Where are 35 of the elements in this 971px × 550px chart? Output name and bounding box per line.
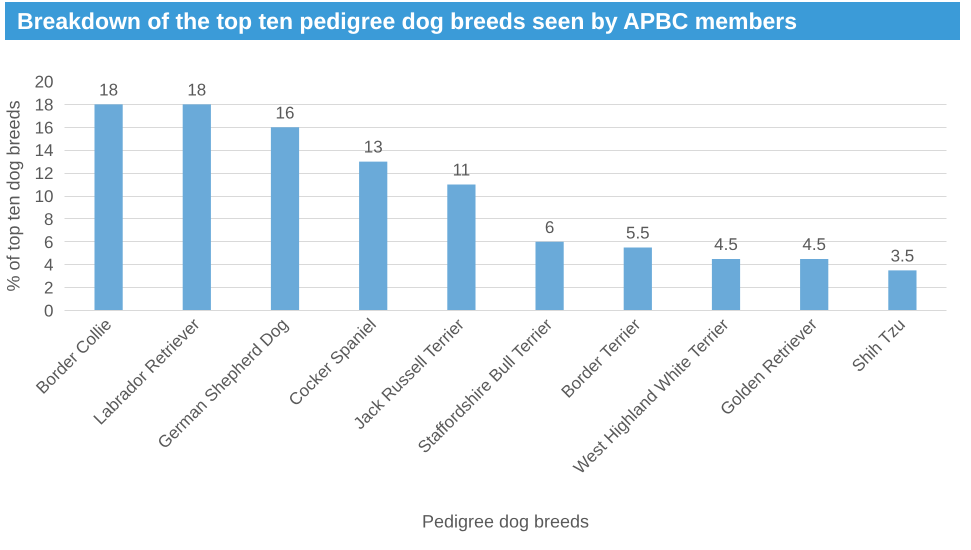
data-label: 5.5 <box>626 224 650 243</box>
bar <box>624 248 652 310</box>
y-tick-label: 20 <box>34 72 54 92</box>
data-label: 3.5 <box>890 246 914 266</box>
data-label: 4.5 <box>714 234 738 254</box>
y-tick-label: 10 <box>34 187 54 206</box>
y-tick-label: 12 <box>34 164 54 184</box>
y-tick-label: 14 <box>34 141 54 160</box>
bar <box>270 127 300 310</box>
data-label: 18 <box>99 80 118 100</box>
bar <box>447 184 476 310</box>
data-label: 4.5 <box>802 234 826 254</box>
y-tick-label: 2 <box>44 278 54 298</box>
data-label: 11 <box>452 160 470 180</box>
y-tick-label: 16 <box>34 118 54 138</box>
bar <box>800 258 828 310</box>
bar <box>182 104 211 310</box>
x-tick-label: Shih Tzu <box>848 315 909 376</box>
bar <box>712 258 740 310</box>
data-label: 18 <box>187 80 206 100</box>
bar <box>359 162 388 310</box>
bar <box>888 270 917 310</box>
data-label: 16 <box>276 103 294 122</box>
bar <box>94 104 123 310</box>
y-tick-label: 6 <box>44 232 54 252</box>
y-axis-title: % of top ten dog breeds <box>4 100 24 292</box>
chart-title: Breakdown of the top ten pedigree dog breeds seen by APBC members <box>17 7 798 35</box>
y-tick-label: 8 <box>44 210 54 229</box>
x-axis-title: Pedigree dog breeds <box>422 511 590 532</box>
y-tick-label: 18 <box>34 95 54 114</box>
data-label: 13 <box>364 138 383 157</box>
y-tick-label: 0 <box>44 302 54 320</box>
bar <box>535 242 564 310</box>
y-tick-label: 4 <box>44 256 54 275</box>
data-label: 6 <box>544 218 554 237</box>
